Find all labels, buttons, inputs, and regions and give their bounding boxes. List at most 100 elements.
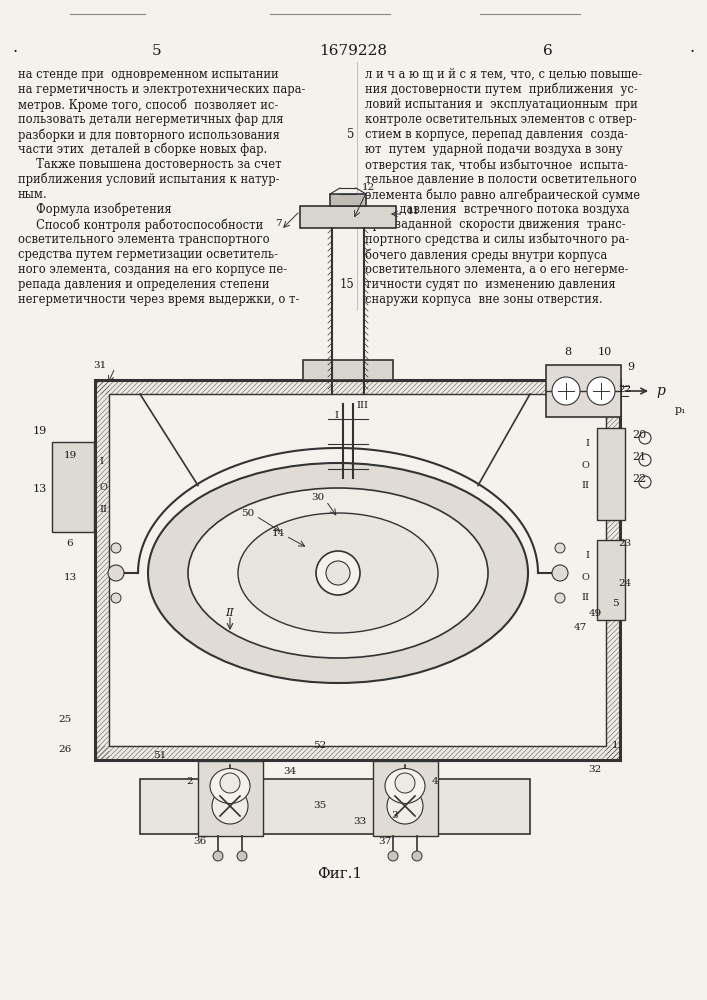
Text: приближения условий испытания к натур-: приближения условий испытания к натур- bbox=[18, 173, 279, 186]
Text: 5: 5 bbox=[152, 44, 162, 58]
Text: I: I bbox=[334, 410, 338, 420]
Text: O: O bbox=[581, 460, 589, 470]
Ellipse shape bbox=[148, 463, 528, 683]
Text: Фиг.1: Фиг.1 bbox=[317, 867, 363, 881]
Text: тичности судят по  изменению давления: тичности судят по изменению давления bbox=[365, 278, 616, 291]
Text: силы давления  встречного потока воздуха: силы давления встречного потока воздуха bbox=[365, 203, 629, 216]
Text: 30: 30 bbox=[311, 493, 325, 502]
Text: II: II bbox=[581, 593, 589, 602]
Text: II: II bbox=[226, 608, 235, 618]
Text: 49: 49 bbox=[588, 608, 602, 617]
Circle shape bbox=[111, 593, 121, 603]
Text: 24: 24 bbox=[619, 578, 631, 587]
Bar bbox=[303, 360, 393, 380]
Text: ным.: ным. bbox=[18, 188, 47, 201]
Text: 9: 9 bbox=[627, 362, 634, 372]
Text: средства путем герметизации осветитель-: средства путем герметизации осветитель- bbox=[18, 248, 278, 261]
Circle shape bbox=[212, 788, 248, 824]
Text: 6: 6 bbox=[543, 44, 553, 58]
Text: контроле осветительных элементов с отвер-: контроле осветительных элементов с отвер… bbox=[365, 113, 636, 126]
Text: 6: 6 bbox=[66, 538, 74, 548]
Text: 12: 12 bbox=[361, 184, 375, 192]
Text: 35: 35 bbox=[313, 802, 327, 810]
Text: 10: 10 bbox=[598, 347, 612, 357]
Text: 25: 25 bbox=[59, 716, 71, 724]
Text: I: I bbox=[585, 438, 589, 448]
Text: 26: 26 bbox=[59, 746, 71, 754]
Circle shape bbox=[213, 851, 223, 861]
Text: пользовать детали негерметичных фар для: пользовать детали негерметичных фар для bbox=[18, 113, 284, 126]
Text: л и ч а ю щ и й с я тем, что, с целью повыше-: л и ч а ю щ и й с я тем, что, с целью по… bbox=[365, 68, 642, 81]
Text: 47: 47 bbox=[573, 624, 587, 633]
Text: 1: 1 bbox=[612, 740, 619, 750]
Bar bbox=[109, 394, 606, 746]
Text: элемента было равно алгебраической сумме: элемента было равно алгебраической сумме bbox=[365, 188, 640, 202]
Text: осветительного элемента, а о его негерме-: осветительного элемента, а о его негерме… bbox=[365, 263, 629, 276]
Text: 1679228: 1679228 bbox=[319, 44, 387, 58]
Text: 4: 4 bbox=[432, 776, 438, 786]
Text: ния достоверности путем  приближения  ус-: ния достоверности путем приближения ус- bbox=[365, 83, 638, 97]
Text: 52: 52 bbox=[313, 740, 327, 750]
Text: 13: 13 bbox=[64, 574, 76, 582]
Text: негерметичности через время выдержки, о т-: негерметичности через время выдержки, о … bbox=[18, 293, 299, 306]
Bar bbox=[373, 761, 438, 836]
Ellipse shape bbox=[210, 768, 250, 804]
Bar bbox=[140, 779, 530, 834]
Text: Также повышена достоверность за счет: Также повышена достоверность за счет bbox=[18, 158, 281, 171]
Bar bbox=[300, 206, 396, 228]
Text: II: II bbox=[99, 506, 107, 514]
Text: 36: 36 bbox=[194, 838, 206, 846]
Ellipse shape bbox=[238, 513, 438, 633]
Text: репада давления и определения степени: репада давления и определения степени bbox=[18, 278, 269, 291]
Circle shape bbox=[237, 851, 247, 861]
Text: 34: 34 bbox=[284, 766, 297, 776]
Text: 37: 37 bbox=[378, 838, 392, 846]
Text: 13: 13 bbox=[33, 484, 47, 494]
Circle shape bbox=[108, 565, 124, 581]
Text: осветительного элемента транспортного: осветительного элемента транспортного bbox=[18, 233, 269, 246]
Text: O: O bbox=[581, 572, 589, 582]
Text: 22: 22 bbox=[632, 474, 646, 484]
Text: 2: 2 bbox=[187, 776, 193, 786]
Text: 15: 15 bbox=[339, 278, 354, 291]
Text: на герметичность и электротехнических пара-: на герметичность и электротехнических па… bbox=[18, 83, 305, 96]
Text: 5: 5 bbox=[346, 128, 354, 141]
Text: p: p bbox=[656, 384, 665, 398]
Circle shape bbox=[387, 788, 423, 824]
Text: разборки и для повторного использования: разборки и для повторного использования bbox=[18, 128, 280, 141]
Text: 11: 11 bbox=[407, 207, 420, 216]
Bar bbox=[330, 194, 366, 206]
Text: II: II bbox=[581, 482, 589, 490]
Text: отверстия так, чтобы избыточное  испыта-: отверстия так, чтобы избыточное испыта- bbox=[365, 158, 628, 172]
Circle shape bbox=[555, 543, 565, 553]
Text: 51: 51 bbox=[153, 750, 167, 760]
Circle shape bbox=[552, 377, 580, 405]
Text: 33: 33 bbox=[354, 816, 367, 826]
Text: тельное давление в полости осветительного: тельное давление в полости осветительног… bbox=[365, 173, 637, 186]
Bar bbox=[546, 365, 621, 417]
Text: O: O bbox=[99, 483, 107, 491]
Text: ·: · bbox=[12, 44, 17, 61]
Text: ловий испытания и  эксплуатационным  при: ловий испытания и эксплуатационным при bbox=[365, 98, 638, 111]
Text: I: I bbox=[585, 550, 589, 560]
Text: 19: 19 bbox=[33, 426, 47, 436]
Text: III: III bbox=[356, 400, 368, 410]
Text: Формула изобретения: Формула изобретения bbox=[18, 203, 172, 217]
Text: 10: 10 bbox=[339, 203, 354, 216]
Text: портного средства и силы избыточного ра-: портного средства и силы избыточного ра- bbox=[365, 233, 629, 246]
Text: стием в корпусе, перепад давления  созда-: стием в корпусе, перепад давления созда- bbox=[365, 128, 628, 141]
Text: 3: 3 bbox=[392, 812, 398, 820]
Text: 21: 21 bbox=[632, 452, 646, 462]
Text: ного элемента, создания на его корпусе пе-: ного элемента, создания на его корпусе п… bbox=[18, 263, 287, 276]
Circle shape bbox=[412, 851, 422, 861]
Bar bbox=[597, 540, 625, 620]
Circle shape bbox=[111, 543, 121, 553]
Text: p₁: p₁ bbox=[675, 405, 686, 415]
Text: ют  путем  ударной подачи воздуха в зону: ют путем ударной подачи воздуха в зону bbox=[365, 143, 623, 156]
Text: 8: 8 bbox=[564, 347, 571, 357]
Text: 31: 31 bbox=[93, 360, 107, 369]
Circle shape bbox=[395, 773, 415, 793]
Text: 7: 7 bbox=[275, 219, 281, 228]
Circle shape bbox=[388, 851, 398, 861]
Bar bbox=[95, 380, 620, 760]
